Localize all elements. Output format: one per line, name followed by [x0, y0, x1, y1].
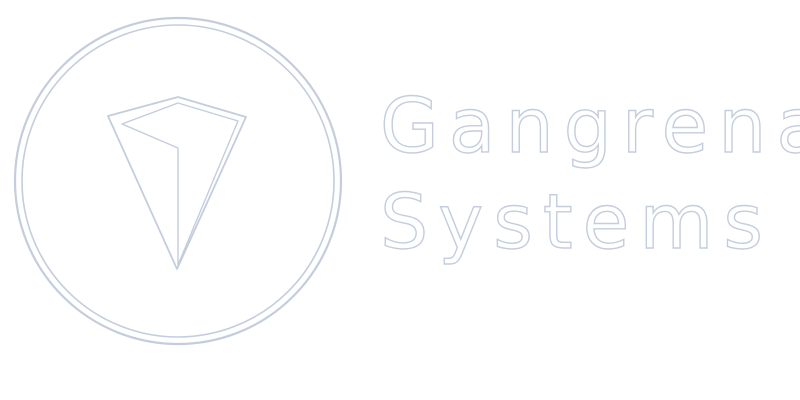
brand-wordmark: Gangrena Systems — [379, 78, 800, 270]
gem-in-circle-logo-icon — [13, 16, 343, 346]
logo-outer-ring — [13, 16, 343, 346]
brand-name-line-2: Systems — [379, 176, 773, 266]
brand-name-line-1: Gangrena — [379, 80, 800, 170]
gem-inner-facet — [121, 102, 239, 266]
logo-inner-ring — [21, 24, 335, 338]
gem-outline — [107, 96, 247, 270]
